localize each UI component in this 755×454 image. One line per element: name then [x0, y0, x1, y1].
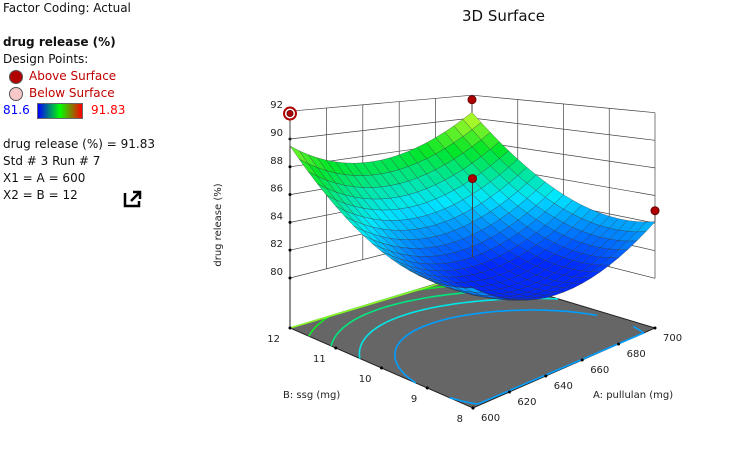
- readout-run: Std # 3 Run # 7: [3, 154, 101, 168]
- a-axis-title: A: pullulan (mg): [593, 390, 673, 401]
- above-surface-label: Above Surface: [29, 69, 117, 83]
- contour-line: [449, 325, 646, 405]
- b-tick-label: 8: [457, 414, 463, 425]
- a-tick: [507, 390, 511, 394]
- chart-title: 3D Surface: [462, 7, 546, 25]
- b-axis-title: B: ssg (mg): [283, 390, 340, 401]
- a-tick-label: 640: [554, 381, 573, 392]
- a-tick-label: 680: [627, 349, 646, 360]
- b-tick-label: 11: [313, 354, 326, 365]
- b-tick: [380, 366, 383, 370]
- response-name: drug release (%): [3, 35, 116, 49]
- z-axis-title: drug release (%): [213, 183, 224, 266]
- z-tick-label: 86: [270, 184, 283, 195]
- factor-coding: Factor Coding: Actual: [3, 1, 131, 15]
- b-tick-label: 10: [359, 374, 372, 385]
- color-min: 81.6: [3, 103, 30, 117]
- legend-below: Below Surface: [9, 85, 155, 102]
- above-surface-dot-icon: [9, 69, 23, 84]
- below-surface-dot-icon: [9, 86, 23, 101]
- export-icon[interactable]: [123, 190, 143, 208]
- z-tick: [288, 220, 292, 224]
- b-tick: [425, 386, 429, 390]
- surface-patch: [463, 287, 483, 293]
- design-point: [467, 95, 477, 105]
- a-tick-label: 660: [590, 365, 609, 376]
- z-tick: [288, 165, 292, 169]
- a-tick: [471, 406, 475, 410]
- z-tick: [288, 248, 292, 252]
- contour-line: [358, 297, 559, 359]
- below-surface-label: Below Surface: [29, 86, 115, 100]
- contour-line: [394, 309, 598, 384]
- z-tick-label: 84: [270, 211, 283, 222]
- readout-value: drug release (%) = 91.83: [3, 137, 155, 151]
- z-tick-label: 82: [270, 239, 283, 250]
- design-point: [650, 206, 660, 216]
- readout-x2: X2 = B = 12: [3, 188, 78, 202]
- a-tick: [617, 342, 621, 346]
- b-tick: [288, 326, 292, 330]
- legend-above: Above Surface: [9, 68, 155, 85]
- z-tick-label: 90: [270, 128, 283, 139]
- b-tick-label: 9: [411, 394, 417, 405]
- z-tick: [288, 193, 292, 197]
- a-tick-label: 620: [517, 397, 536, 408]
- design-points-label: Design Points:: [3, 52, 89, 66]
- design-point: [468, 174, 477, 184]
- a-tick-label: 600: [481, 413, 500, 424]
- color-gradient: [37, 102, 83, 119]
- readout-x1: X1 = A = 600: [3, 171, 86, 185]
- b-tick: [334, 346, 338, 350]
- z-tick: [288, 276, 292, 280]
- z-tick-label: 88: [270, 156, 283, 167]
- b-tick-label: 12: [267, 334, 280, 345]
- info-panel: Factor Coding: Actual drug release (%) D…: [3, 0, 155, 204]
- a-tick: [580, 358, 584, 362]
- design-point: [286, 110, 294, 118]
- z-tick-label: 80: [270, 267, 283, 278]
- z-tick-label: 92: [270, 100, 283, 111]
- a-tick: [544, 374, 548, 378]
- a-tick-label: 700: [663, 333, 682, 344]
- color-max: 91.83: [91, 103, 126, 117]
- color-scale: 81.6 91.83: [3, 102, 155, 119]
- a-tick: [653, 326, 657, 330]
